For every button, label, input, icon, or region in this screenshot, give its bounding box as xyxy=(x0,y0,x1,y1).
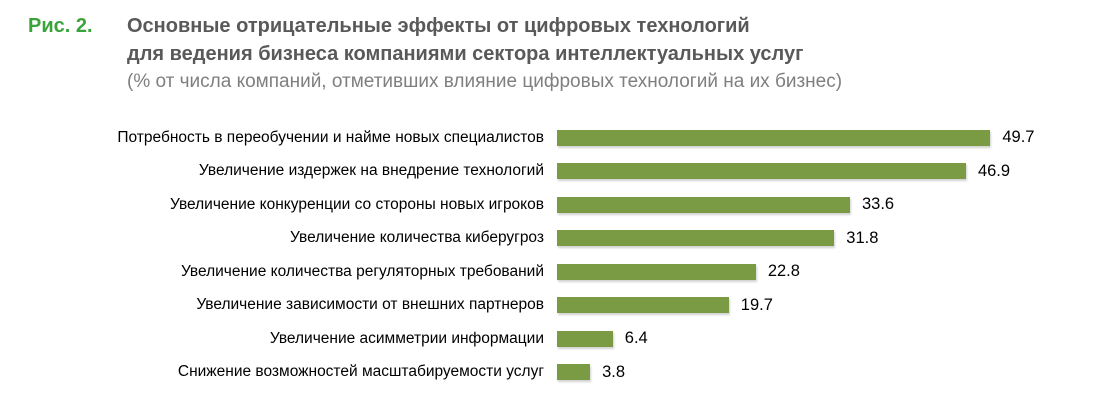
bar-area: 3.8 xyxy=(557,363,625,382)
figure-header: Рис. 2. Основные отрицательные эффекты о… xyxy=(0,0,1118,96)
bar xyxy=(557,163,966,180)
figure-subtitle: (% от числа компаний, отметивших влияние… xyxy=(127,71,843,92)
bar-row: Увеличение асимметрии информации 6.4 xyxy=(0,322,1118,356)
value-label: 6.4 xyxy=(624,329,648,348)
bar xyxy=(557,297,729,314)
value-label: 31.8 xyxy=(846,228,879,247)
bar-row: Увеличение количества регуляторных требо… xyxy=(0,255,1118,289)
title-block: Основные отрицательные эффекты от цифров… xyxy=(127,12,842,96)
bar-row: Увеличение конкуренции со стороны новых … xyxy=(0,188,1118,222)
value-label: 46.9 xyxy=(977,161,1011,180)
category-label: Увеличение конкуренции со стороны новых … xyxy=(169,195,544,213)
figure-title-line2: для ведения бизнеса компаниями сектора и… xyxy=(127,43,804,65)
figure-number: Рис. 2. xyxy=(28,15,93,37)
bar-area: 19.7 xyxy=(557,296,773,315)
category-label: Увеличение издержек на внедрение техноло… xyxy=(198,162,544,180)
bar-area: 49.7 xyxy=(557,128,1035,147)
category-label: Потребность в переобучении и найме новых… xyxy=(117,128,544,146)
category-label: Снижение возможностей масштабируемости у… xyxy=(177,363,544,381)
bar xyxy=(557,263,756,280)
bar-row: Увеличение зависимости от внешних партне… xyxy=(0,289,1118,323)
bar-row: Потребность в переобучении и найме новых… xyxy=(0,121,1118,155)
category-label: Увеличение количества киберугроз xyxy=(290,229,544,247)
bar-area: 33.6 xyxy=(557,195,894,214)
bar-area: 22.8 xyxy=(557,262,800,281)
bar-row: Снижение возможностей масштабируемости у… xyxy=(0,356,1118,390)
bar xyxy=(557,129,991,146)
bar xyxy=(557,196,850,213)
value-label: 22.8 xyxy=(767,262,800,281)
figure-title-line1: Основные отрицательные эффекты от цифров… xyxy=(127,15,750,37)
value-label: 33.6 xyxy=(861,195,895,214)
value-label: 19.7 xyxy=(740,295,773,314)
bar-row: Увеличение количества киберугроз 31.8 xyxy=(0,222,1118,256)
bar-area: 46.9 xyxy=(557,162,1010,181)
bar-chart: Потребность в переобучении и найме новых… xyxy=(0,121,1118,389)
figure-title: Основные отрицательные эффекты от цифров… xyxy=(127,12,842,68)
bar xyxy=(557,330,613,347)
category-label: Увеличение асимметрии информации xyxy=(269,329,544,347)
bar xyxy=(557,364,591,381)
value-label: 49.7 xyxy=(1002,128,1035,147)
bar-row: Увеличение издержек на внедрение техноло… xyxy=(0,155,1118,189)
value-label: 3.8 xyxy=(602,362,626,381)
category-label: Увеличение зависимости от внешних партне… xyxy=(196,296,544,314)
bar-area: 6.4 xyxy=(557,329,648,348)
bar xyxy=(557,230,835,247)
category-label: Увеличение количества регуляторных требо… xyxy=(180,262,544,280)
bar-area: 31.8 xyxy=(557,229,878,248)
